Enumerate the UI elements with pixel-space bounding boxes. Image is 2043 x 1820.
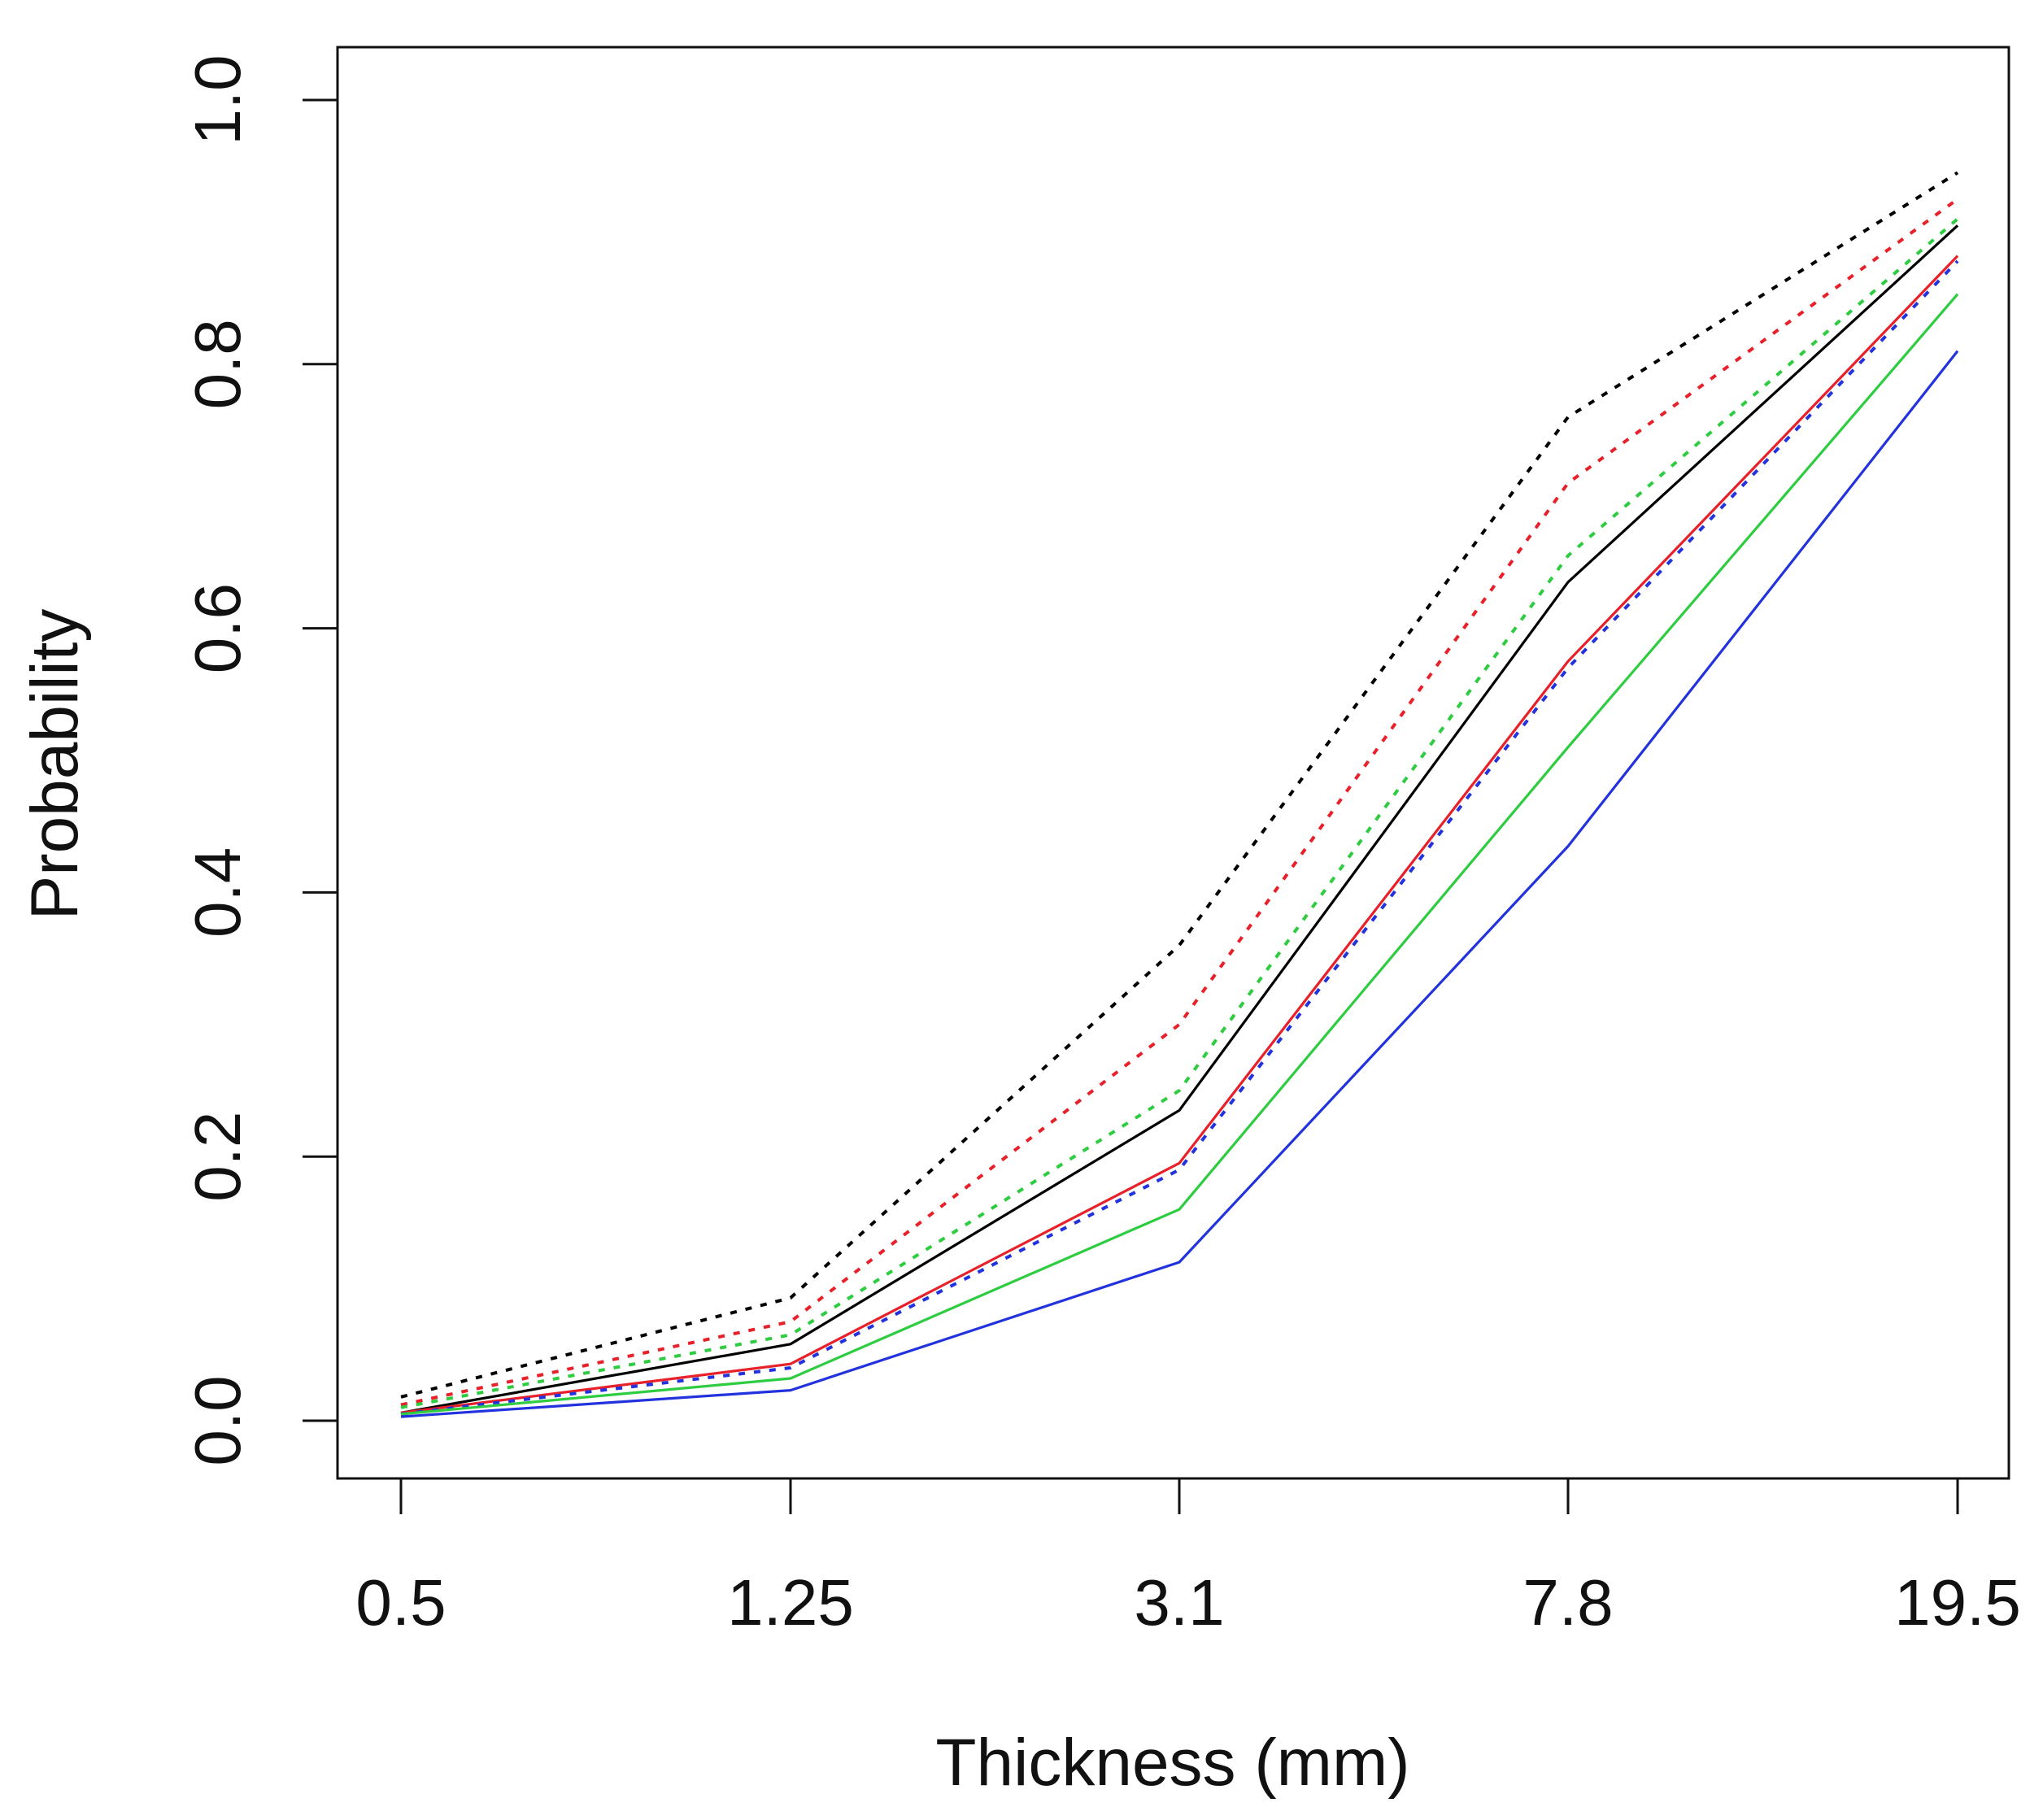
x-tick-label: 1.25: [727, 1566, 854, 1639]
y-tick-label: 0.0: [181, 1375, 254, 1465]
series-line-7: [400, 293, 1959, 1416]
x-axis-label: Thickness (mm): [935, 1726, 1409, 1800]
x-tick-label: 19.5: [1894, 1566, 2021, 1639]
y-axis-label: Probability: [18, 609, 92, 921]
series-line-8: [400, 350, 1959, 1418]
series-line-4: [400, 224, 1959, 1414]
y-tick-label: 1.0: [181, 54, 254, 145]
y-tick-label: 0.8: [181, 319, 254, 409]
y-tick-label: 0.2: [181, 1112, 254, 1202]
y-tick-label: 0.6: [181, 583, 254, 673]
y-axis: 0.0 0.2 0.4 0.6 0.8 1.0: [181, 54, 339, 1466]
x-tick-label: 3.1: [1134, 1566, 1224, 1639]
x-tick-label: 7.8: [1522, 1566, 1613, 1639]
series-line-6: [400, 259, 1959, 1416]
series-layer: [400, 171, 1959, 1418]
series-line-2: [400, 198, 1959, 1407]
x-axis: 0.5 1.25 3.1 7.8 19.5: [355, 1477, 2021, 1639]
series-line-3: [400, 217, 1959, 1409]
series-line-5: [400, 255, 1959, 1414]
y-tick-label: 0.4: [181, 847, 254, 938]
series-line-1: [400, 171, 1959, 1399]
x-tick-label: 0.5: [355, 1566, 446, 1639]
